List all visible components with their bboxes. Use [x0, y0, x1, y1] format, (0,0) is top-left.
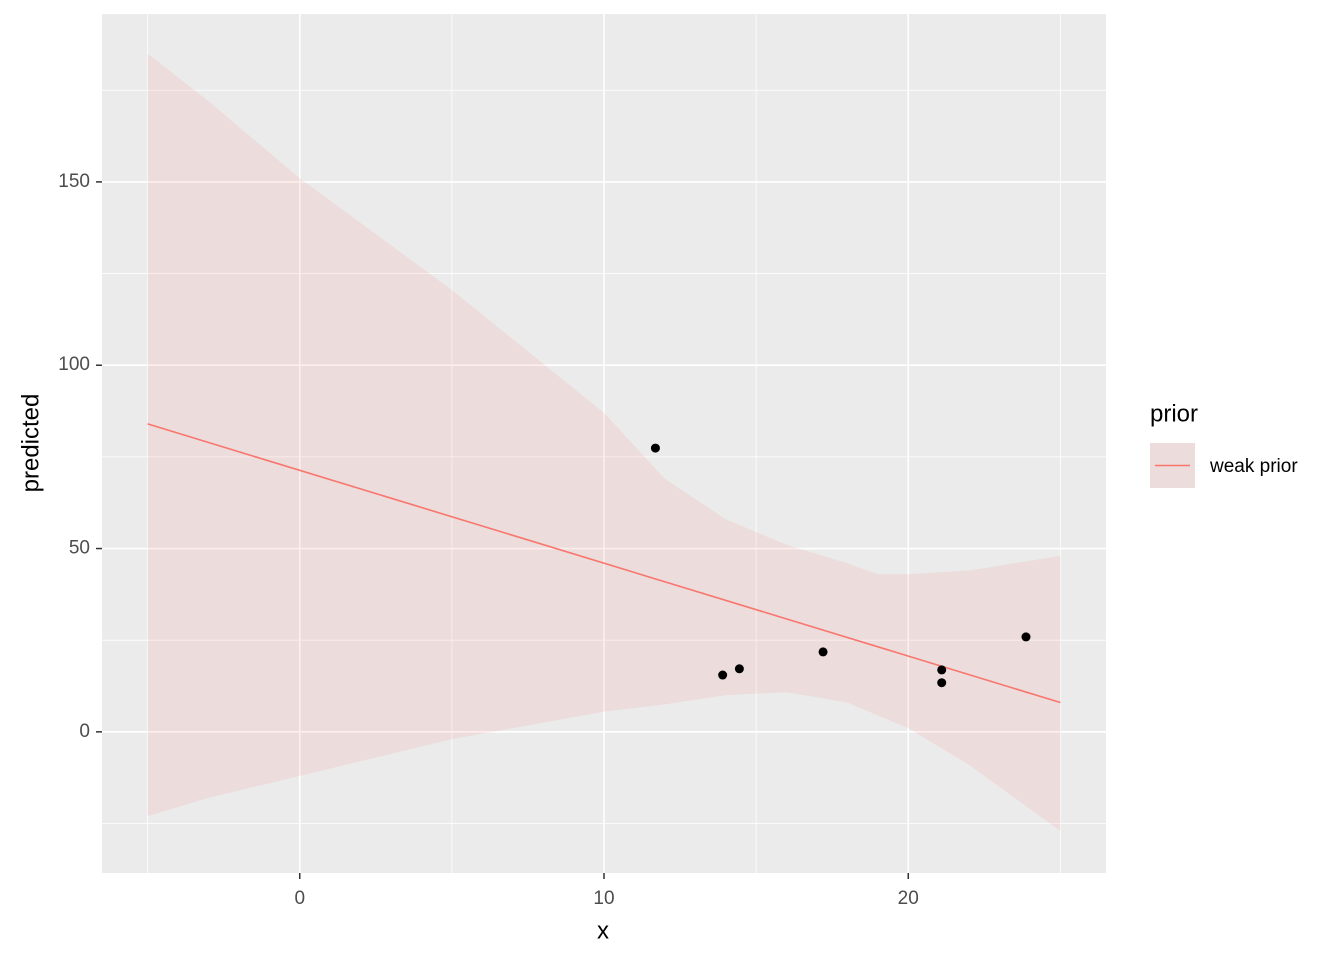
- x-tick-label: 10: [593, 888, 614, 909]
- legend-title: prior: [1150, 400, 1198, 427]
- line: [147, 423, 1061, 704]
- y-axis-title: predicted: [17, 394, 44, 493]
- y-tick-label: 50: [69, 538, 90, 559]
- point: [937, 678, 947, 688]
- y-tick-label: 150: [58, 171, 90, 192]
- y-tick-label: 0: [79, 721, 90, 742]
- point: [734, 664, 744, 674]
- y-tick-label: 100: [58, 354, 90, 375]
- point: [718, 670, 728, 680]
- point: [937, 665, 947, 675]
- point: [818, 647, 828, 657]
- legend-label: weak prior: [1209, 456, 1298, 477]
- x-axis-title: x: [597, 917, 609, 944]
- point: [1021, 632, 1031, 642]
- x-tick-label: 0: [294, 888, 305, 909]
- confidence-band: [147, 53, 1061, 831]
- x-tick-label: 20: [898, 888, 919, 909]
- point: [650, 443, 660, 453]
